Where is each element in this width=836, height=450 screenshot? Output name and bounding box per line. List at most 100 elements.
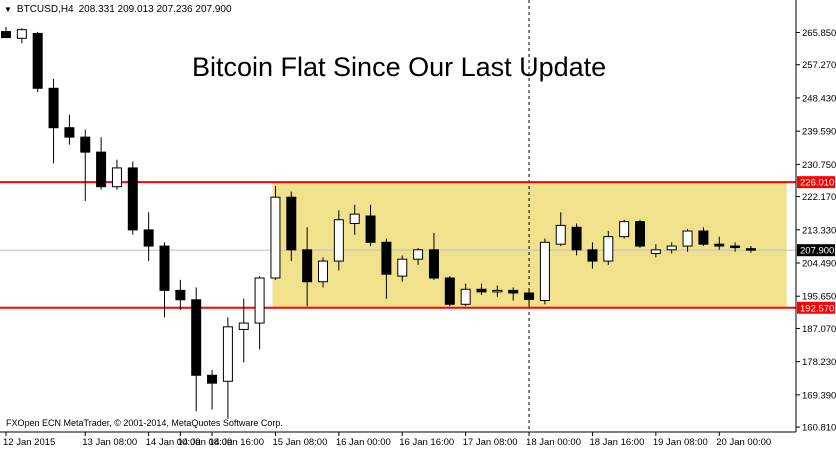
candle xyxy=(714,236,725,250)
candle xyxy=(698,227,709,247)
candle xyxy=(127,161,138,235)
bull-candle-body xyxy=(619,221,630,238)
x-tick-label: 19 Jan 08:00 xyxy=(653,437,708,448)
bear-candle-body xyxy=(143,229,154,247)
bull-candle-body xyxy=(603,236,614,262)
bull-candle-body xyxy=(333,219,344,262)
candle xyxy=(238,298,249,363)
candle xyxy=(270,185,281,280)
x-tick-label: 14 Jan 08:00 xyxy=(177,437,232,448)
x-tick-label: 17 Jan 08:00 xyxy=(463,437,518,448)
candle xyxy=(539,238,550,305)
candle xyxy=(619,219,630,239)
x-tick-label: 18 Jan 16:00 xyxy=(589,437,644,448)
current-price-tag: 207.900 xyxy=(800,246,834,257)
y-tick-label: 222.170 xyxy=(802,192,836,203)
candle xyxy=(492,285,503,297)
current-price-tag-bg xyxy=(797,244,835,257)
range-box xyxy=(272,182,787,308)
x-tick-label: 13 Jan 08:00 xyxy=(82,437,137,448)
candle xyxy=(191,287,202,412)
x-tick-label: 16 Jan 00:00 xyxy=(336,437,391,448)
candle xyxy=(48,78,59,164)
candle xyxy=(745,246,756,253)
candle xyxy=(32,31,43,93)
bear-candle-body xyxy=(730,245,741,249)
bear-candle-body xyxy=(365,215,376,243)
x-tick-label: 16 Jan 16:00 xyxy=(399,437,454,448)
bear-candle-body xyxy=(745,248,756,251)
y-tick-label: 169.390 xyxy=(802,390,836,401)
candle xyxy=(428,232,439,280)
candle xyxy=(524,289,535,307)
x-tick-label: 20 Jan 00:00 xyxy=(716,437,771,448)
y-tick-label: 187.070 xyxy=(802,324,836,335)
quote-values: 208.331 209.013 207.236 207.900 xyxy=(78,4,232,15)
bear-candle-body xyxy=(48,87,59,129)
candle xyxy=(397,255,408,282)
bear-candle-body xyxy=(207,374,218,384)
bear-candle-body xyxy=(64,127,75,138)
candle xyxy=(64,114,75,145)
bear-candle-body xyxy=(286,196,297,251)
candle xyxy=(16,28,27,44)
y-tick-label: 265.850 xyxy=(802,28,836,39)
candle xyxy=(254,276,265,350)
candle xyxy=(587,242,598,269)
candle xyxy=(650,244,661,258)
dropdown-triangle-icon[interactable]: ▼ xyxy=(4,5,12,14)
candle xyxy=(508,287,519,301)
bear-candle-body xyxy=(302,249,313,283)
bear-candle-body xyxy=(444,277,455,305)
bear-candle-body xyxy=(191,299,202,376)
candle xyxy=(80,129,91,201)
bull-candle-body xyxy=(111,167,122,188)
y-tick-label: 230.750 xyxy=(802,160,836,171)
x-tick-label: 15 Jan 08:00 xyxy=(272,437,327,448)
candle xyxy=(555,212,566,247)
candle xyxy=(1,27,11,39)
bull-candle-body xyxy=(413,249,424,260)
bear-candle-body xyxy=(381,241,392,275)
bear-candle-body xyxy=(698,230,709,245)
bull-candle-body xyxy=(555,224,566,245)
x-tick-label: 14 Jan 00:00 xyxy=(146,437,201,448)
level-price-tag-0: 226.010 xyxy=(800,178,834,189)
bear-candle-body xyxy=(428,249,439,279)
bear-candle-body xyxy=(80,136,91,153)
bull-candle-body xyxy=(222,326,233,382)
candle xyxy=(603,231,614,265)
bull-candle-body xyxy=(270,196,281,279)
bear-candle-body xyxy=(32,32,43,89)
candle xyxy=(682,229,693,252)
candle xyxy=(413,247,424,265)
bear-candle-body xyxy=(714,243,725,247)
bear-candle-body xyxy=(524,292,535,300)
candle xyxy=(207,370,218,410)
bull-candle-body xyxy=(397,258,408,277)
candle xyxy=(159,242,170,318)
candle xyxy=(444,276,455,307)
chart-title: Bitcoin Flat Since Our Last Update xyxy=(192,52,607,82)
candle xyxy=(143,212,154,262)
bull-candle-body xyxy=(460,288,471,305)
bull-candle-body xyxy=(492,289,503,293)
y-tick-label: 257.270 xyxy=(802,60,836,71)
candle xyxy=(365,204,376,247)
candle xyxy=(286,191,297,262)
bear-candle-body xyxy=(476,288,487,293)
bear-candle-body xyxy=(127,167,138,231)
bull-candle-body xyxy=(254,277,265,324)
x-tick-label: 18 Jan 00:00 xyxy=(526,437,581,448)
bull-candle-body xyxy=(238,322,249,330)
bear-candle-body xyxy=(96,151,107,188)
bull-candle-body xyxy=(16,29,27,39)
bull-candle-body xyxy=(666,245,677,251)
bull-candle-body xyxy=(539,241,550,302)
bear-candle-body xyxy=(571,226,582,251)
y-tick-label: 195.650 xyxy=(802,292,836,303)
bear-candle-body xyxy=(587,249,598,262)
candle xyxy=(571,223,582,256)
